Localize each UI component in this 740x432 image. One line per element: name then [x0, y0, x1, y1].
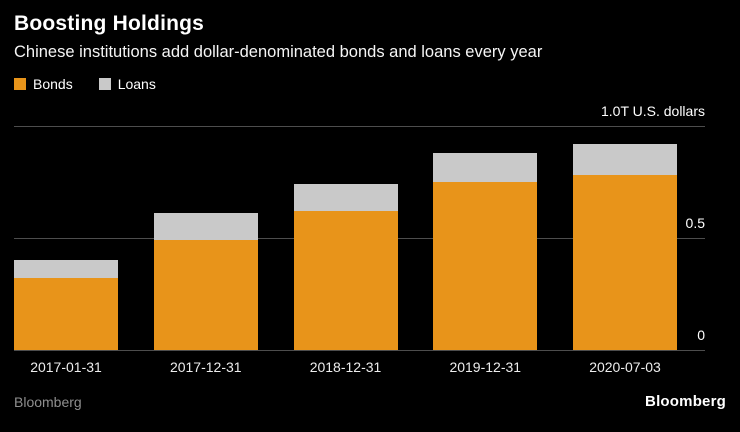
source-text: Bloomberg: [14, 393, 82, 410]
legend-label-bonds: Bonds: [33, 76, 73, 92]
legend: Bonds Loans: [14, 76, 726, 92]
loans-swatch-icon: [98, 78, 111, 90]
x-axis-label: 2017-01-31: [30, 359, 102, 375]
bar-segment-loans: [14, 260, 118, 279]
bar-segment-bonds: [293, 211, 398, 350]
plot-area: 1.0T U.S. dollars 0.5 0: [14, 103, 705, 351]
bar-2017-01-31: [14, 260, 118, 350]
chart-card: Boosting Holdings Chinese institutions a…: [14, 12, 726, 410]
bar-2019-12-31: [433, 152, 538, 350]
chart-title: Boosting Holdings: [14, 12, 205, 35]
x-axis-label: 2020-07-03: [589, 359, 661, 375]
bar-2020-07-03: [573, 143, 677, 350]
stacked-bar-chart: 1.0T U.S. dollars 0.5 0 2017-01-31 2017-1…: [14, 103, 705, 375]
x-axis-label: 2019-12-31: [449, 359, 522, 375]
legend-item-bonds: Bonds: [14, 76, 73, 92]
y-axis-label-mid: 0.5: [685, 215, 705, 231]
footer: Bloomberg Bloomberg: [14, 393, 726, 410]
gridline-0: [14, 350, 705, 351]
bar-segment-loans: [153, 213, 258, 241]
bar-segment-bonds: [573, 175, 677, 350]
bar-segment-loans: [573, 143, 677, 176]
bar-segment-loans: [433, 152, 538, 182]
bloomberg-logo: Bloomberg: [645, 393, 726, 410]
bar-segment-bonds: [14, 278, 118, 350]
bar-segment-loans: [293, 184, 398, 212]
gridline-1-0: [14, 126, 705, 127]
legend-item-loans: Loans: [98, 76, 156, 92]
bars-container: [14, 126, 677, 350]
bar-2018-12-31: [293, 184, 398, 350]
x-axis-label: 2018-12-31: [309, 359, 382, 375]
y-axis-label-zero: 0: [697, 327, 705, 343]
bar-2017-12-31: [153, 213, 258, 350]
bar-segment-bonds: [433, 182, 538, 350]
x-axis-label: 2017-12-31: [169, 359, 242, 375]
chart-subtitle: Chinese institutions add dollar-denomina…: [14, 43, 543, 61]
bonds-swatch-icon: [14, 78, 26, 90]
y-axis-label-top: 1.0T U.S. dollars: [600, 103, 705, 119]
bar-segment-bonds: [153, 240, 258, 350]
x-axis-labels: 2017-01-31 2017-12-31 2018-12-31 2019-12-31…: [14, 359, 677, 375]
legend-label-loans: Loans: [117, 76, 156, 92]
